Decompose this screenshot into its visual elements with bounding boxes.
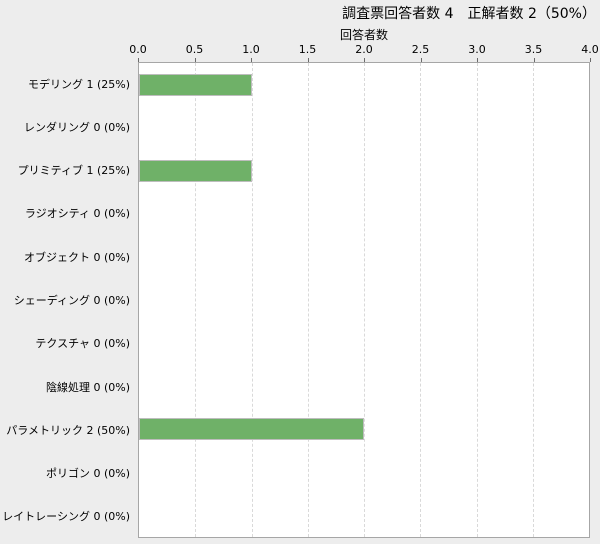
x-axis-tick-mark — [251, 58, 252, 62]
bar-row — [139, 192, 589, 235]
x-axis-tick-label: 1.5 — [298, 43, 317, 56]
x-axis-title: 回答者数 — [339, 28, 388, 42]
x-axis-tick-mark — [420, 58, 422, 62]
category-label: レイトレーシング 0 (0%) — [2, 510, 130, 524]
category-label: テクスチャ 0 (0%) — [35, 337, 130, 351]
bar-row — [139, 494, 589, 537]
category-label: レンダリング 0 (0%) — [23, 120, 130, 134]
x-axis-tick-label: 3.5 — [524, 43, 543, 56]
gridline — [251, 63, 253, 537]
bar — [139, 159, 252, 182]
x-axis-tick-mark — [590, 58, 591, 62]
x-axis-tick-mark — [364, 58, 365, 62]
category-label: ラジオシティ 0 (0%) — [24, 207, 130, 221]
category-label: 陰線処理 0 (0%) — [45, 380, 130, 394]
bar-row — [139, 278, 589, 321]
category-label: パラメトリック 2 (50%) — [6, 423, 130, 437]
category-label: モデリング 1 (25%) — [27, 77, 130, 91]
bar-row — [139, 149, 589, 192]
bar-row — [139, 322, 589, 365]
bar-row — [139, 106, 589, 149]
gridline — [307, 63, 309, 537]
bar-row — [139, 365, 589, 408]
category-label: オブジェクト 0 (0%) — [23, 250, 130, 264]
x-axis-tick-label: 4.0 — [581, 43, 599, 56]
bar — [139, 73, 252, 96]
x-axis-tick-label: 0.0 — [129, 43, 147, 56]
category-label: プリミティブ 1 (25%) — [17, 164, 130, 178]
gridline — [364, 63, 365, 537]
bar-row — [139, 63, 589, 106]
gridline — [420, 63, 422, 537]
bar-rows — [139, 63, 589, 537]
x-axis-tick-mark — [138, 58, 139, 62]
gridline — [532, 63, 534, 537]
x-axis-tick-label: 1.0 — [242, 43, 260, 56]
x-axis-tick-label: 2.5 — [411, 43, 430, 56]
x-axis-tick-mark — [533, 58, 535, 62]
chart-title: 調査票回答者数 4 正解者数 2（50%） — [342, 6, 596, 22]
x-axis-tick-label: 3.0 — [468, 43, 486, 56]
category-label: シェーディング 0 (0%) — [13, 294, 130, 307]
bar-row — [139, 408, 589, 451]
bar-row — [139, 235, 589, 278]
x-axis-tick-label: 2.0 — [355, 43, 373, 56]
gridline — [476, 63, 478, 537]
x-axis-tick-label: 0.5 — [185, 43, 204, 56]
category-label: ポリゴン 0 (0%) — [45, 467, 130, 481]
x-axis-tick-mark — [194, 58, 196, 62]
bar-row — [139, 451, 589, 494]
x-axis-tick-mark — [477, 58, 478, 62]
bar — [139, 418, 364, 441]
x-axis-tick-mark — [307, 58, 309, 62]
plot-area — [138, 62, 590, 538]
gridline — [195, 63, 197, 537]
